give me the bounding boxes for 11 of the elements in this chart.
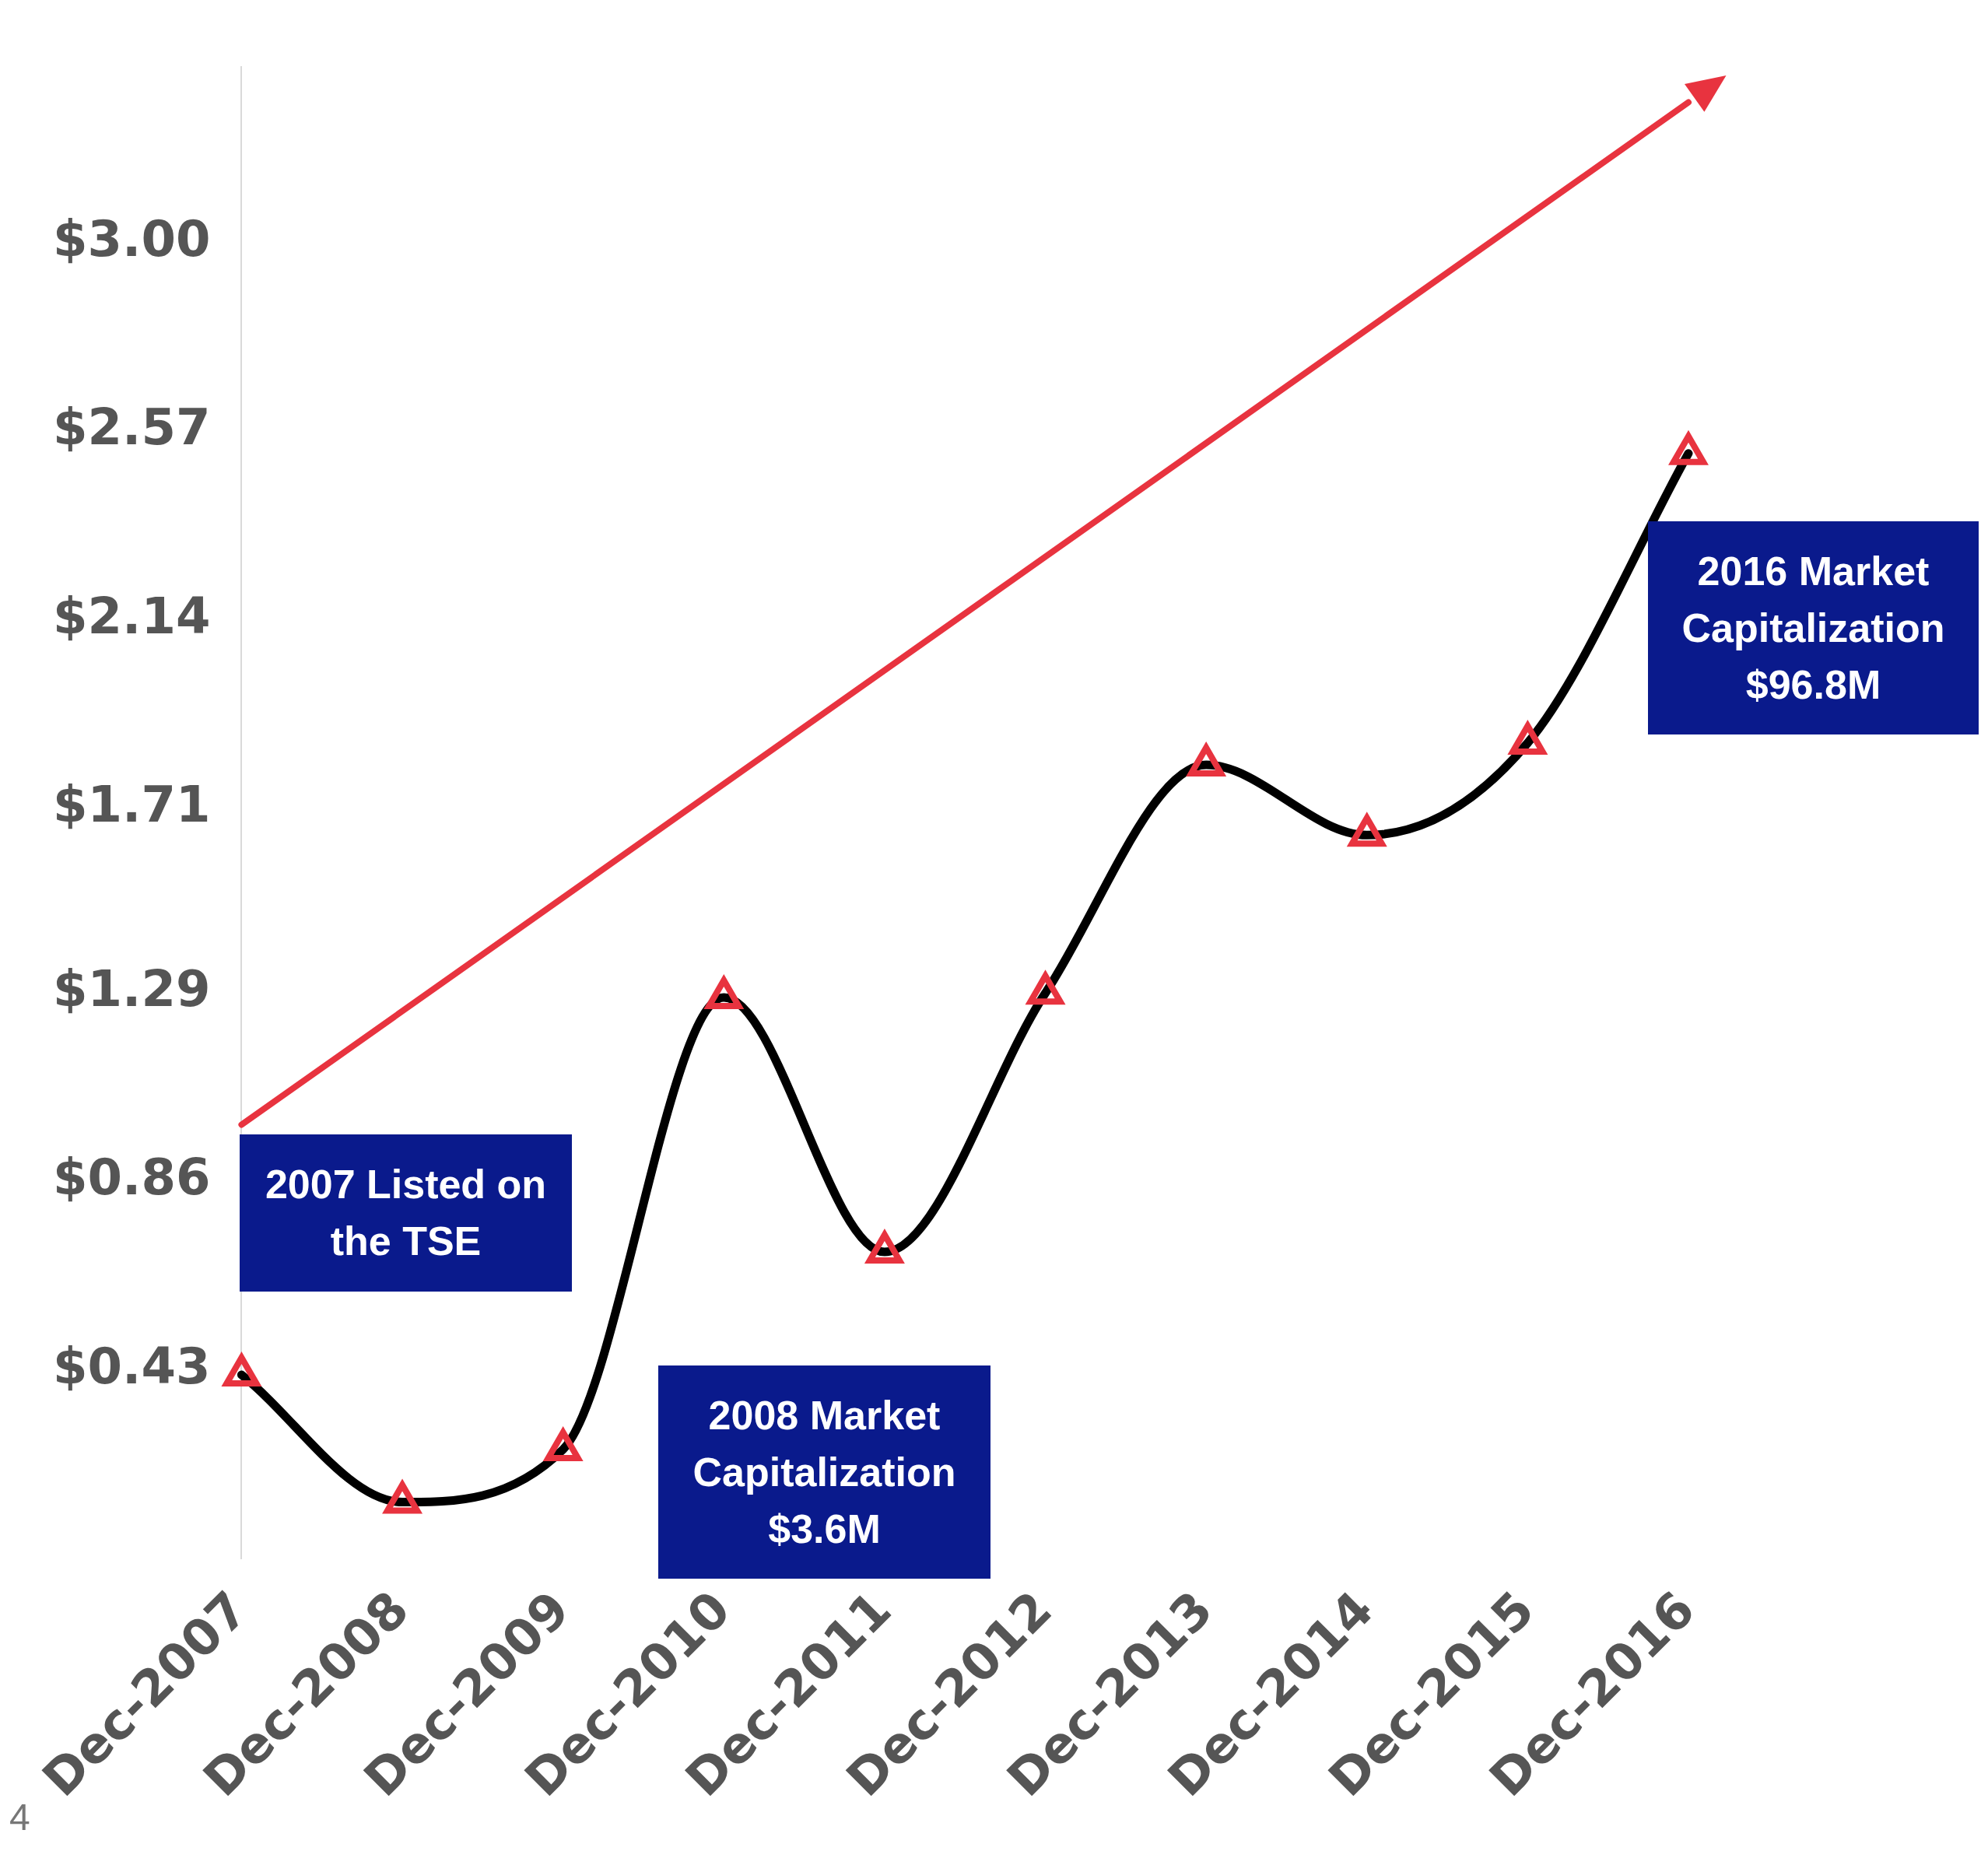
text: 4 bbox=[9, 1796, 30, 1839]
y-tick-label: $1.71 bbox=[53, 776, 211, 834]
annotation: 2007 Listed on the TSE bbox=[240, 1134, 572, 1292]
y-tick-label: $3.00 bbox=[53, 209, 211, 268]
y-tick-label: $2.14 bbox=[53, 587, 211, 645]
y-tick-label: $0.86 bbox=[53, 1148, 211, 1207]
y-tick-label: $2.57 bbox=[53, 398, 211, 457]
y-tick-label: $0.43 bbox=[53, 1337, 211, 1395]
annotation: 2008 Market Capitalization $3.6M bbox=[658, 1365, 990, 1579]
annotation: 2016 Market Capitalization $96.8M bbox=[1648, 521, 1979, 735]
y-tick-label: $1.29 bbox=[53, 959, 211, 1018]
